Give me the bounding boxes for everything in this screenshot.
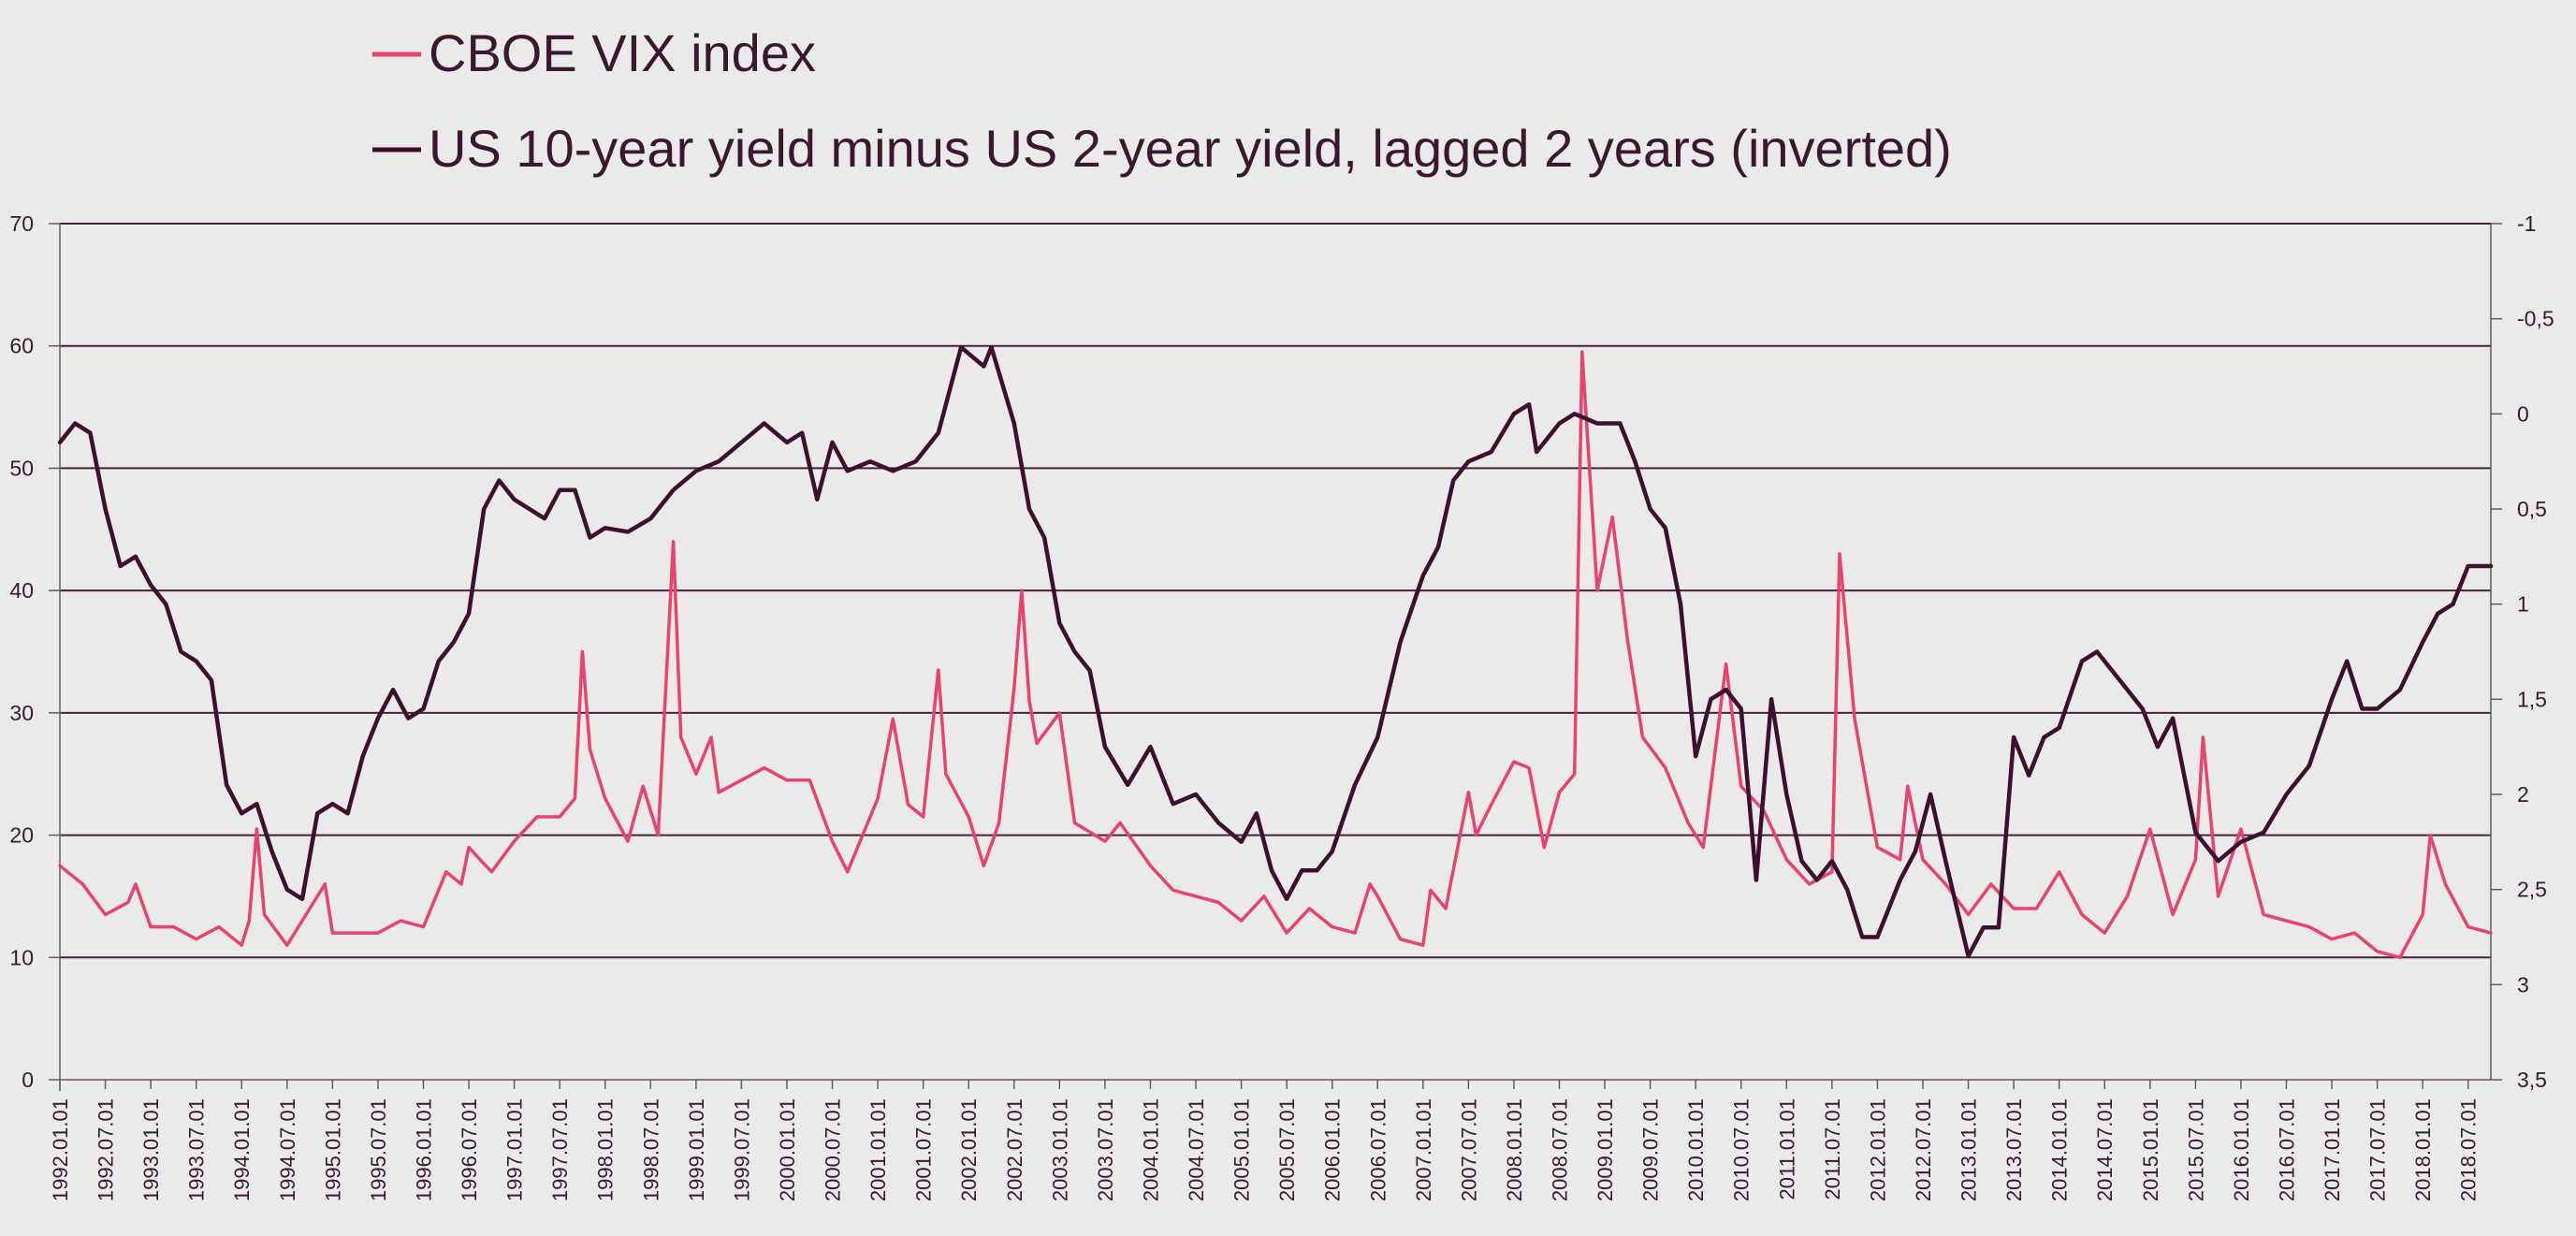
x-axis-tick-label: 1997.07.01 xyxy=(548,1098,572,1201)
x-axis-tick-label: 2015.01.01 xyxy=(2139,1098,2162,1201)
right-axis-tick-label: 3,5 xyxy=(2517,1068,2547,1092)
x-axis-tick-label: 2000.07.01 xyxy=(822,1098,845,1201)
x-axis-tick-label: 2011.07.01 xyxy=(1821,1098,1844,1200)
x-axis-tick-label: 2005.01.01 xyxy=(1230,1098,1254,1201)
x-axis-tick-label: 2009.01.01 xyxy=(1594,1098,1617,1201)
right-axis-tick-label: 0 xyxy=(2517,401,2529,426)
right-axis-tick-label: 1,5 xyxy=(2517,687,2547,711)
x-axis-tick-label: 1998.01.01 xyxy=(594,1098,618,1201)
series-line-vix xyxy=(58,350,2493,960)
left-axis-tick-label: 40 xyxy=(9,578,34,603)
x-axis-tick-label: 2002.07.01 xyxy=(1003,1098,1026,1201)
x-axis-tick-label: 2003.07.01 xyxy=(1094,1098,1117,1201)
left-axis-tick-label: 20 xyxy=(9,823,34,848)
x-axis-tick-label: 2014.01.01 xyxy=(2048,1098,2072,1201)
x-axis-tick-label: 2016.07.01 xyxy=(2275,1098,2298,1201)
x-axis-tick-label: 2005.07.01 xyxy=(1275,1098,1299,1201)
x-axis-tick-label: 2004.07.01 xyxy=(1185,1098,1208,1201)
series-line-yield-spread xyxy=(57,344,2494,959)
x-axis-tick-label: 1995.07.01 xyxy=(367,1098,390,1201)
x-axis-tick-label: 2001.07.01 xyxy=(912,1098,936,1201)
x-axis-tick-label: 2000.01.01 xyxy=(776,1098,799,1201)
legend-label: US 10-year yield minus US 2-year yield, … xyxy=(429,119,1952,178)
x-axis-tick-label: 2015.07.01 xyxy=(2184,1098,2207,1201)
left-axis-tick-label: 70 xyxy=(9,211,34,236)
x-axis-tick-label: 1999.07.01 xyxy=(730,1098,753,1201)
x-axis-tick-label: 1995.01.01 xyxy=(321,1098,344,1201)
right-axis-tick-label: 3 xyxy=(2517,972,2529,996)
right-axis-tick-label: 0,5 xyxy=(2517,497,2547,521)
x-axis-tick-label: 1993.01.01 xyxy=(139,1098,163,1201)
x-axis-tick-label: 1999.01.01 xyxy=(685,1098,708,1201)
x-axis-tick-label: 2013.07.01 xyxy=(2002,1098,2026,1201)
x-axis-tick-label: 1998.07.01 xyxy=(639,1098,662,1201)
x-axis-tick-label: 1994.01.01 xyxy=(230,1098,254,1201)
left-axis-tick-label: 50 xyxy=(9,456,34,480)
axes: 0 10 20 30 40 50 60 70 -1 -0,5 0 0,5 1 1,5 2 2,5 3 3,5 199… xyxy=(9,211,2554,1201)
right-axis-tick-label: 1 xyxy=(2517,592,2529,617)
right-axis-tick-label: 2 xyxy=(2517,782,2529,807)
x-axis-tick-label: 2006.01.01 xyxy=(1321,1098,1345,1201)
x-axis-tick-label: 2001.01.01 xyxy=(866,1098,890,1201)
x-axis-tick-label: 1993.07.01 xyxy=(185,1098,209,1201)
x-axis-tick-label: 2010.07.01 xyxy=(1730,1098,1754,1201)
x-axis-tick-label: 2007.07.01 xyxy=(1457,1098,1480,1201)
x-axis-tick-label: 2018.07.01 xyxy=(2457,1098,2481,1201)
x-axis-tick-label: 2006.07.01 xyxy=(1366,1098,1390,1201)
x-axis-tick-label: 2014.07.01 xyxy=(2093,1098,2117,1201)
x-axis-tick-label: 2007.01.01 xyxy=(1412,1098,1435,1201)
right-axis-tick-label: 2,5 xyxy=(2517,878,2547,902)
x-axis-tick-label: 2017.07.01 xyxy=(2366,1098,2390,1201)
right-axis-tick-label: -0,5 xyxy=(2517,307,2554,331)
x-axis-tick-label: 1996.07.01 xyxy=(458,1098,481,1201)
x-axis-tick-label: 2012.01.01 xyxy=(1866,1098,1889,1201)
x-axis-tick-label: 1992.01.01 xyxy=(49,1098,72,1201)
x-axis-tick-label: 1992.07.01 xyxy=(95,1098,118,1201)
right-axis-tick-label: -1 xyxy=(2517,211,2536,236)
x-axis-tick-label: 1996.01.01 xyxy=(412,1098,435,1201)
left-axis-tick-label: 0 xyxy=(22,1068,34,1092)
x-axis-tick-label: 2008.07.01 xyxy=(1549,1098,1572,1201)
x-axis-tick-label: 2004.01.01 xyxy=(1139,1098,1162,1201)
gridlines xyxy=(60,223,2491,1081)
x-axis-tick-label: 2003.01.01 xyxy=(1048,1098,1071,1201)
left-axis-tick-label: 30 xyxy=(9,701,34,725)
x-axis-tick-label: 2008.01.01 xyxy=(1503,1098,1526,1201)
x-axis-tick-label: 2012.07.01 xyxy=(1912,1098,1935,1201)
x-axis-tick-label: 2002.01.01 xyxy=(957,1098,981,1201)
x-axis-tick-label: 2016.01.01 xyxy=(2230,1098,2253,1201)
series-layer xyxy=(57,344,2494,960)
x-axis-tick-label: 2017.01.01 xyxy=(2321,1098,2344,1201)
x-axis-tick-label: 2013.01.01 xyxy=(1957,1098,1981,1201)
x-axis-tick-label: 2009.07.01 xyxy=(1639,1098,1663,1201)
x-axis-tick-label: 2011.01.01 xyxy=(1775,1098,1798,1200)
legend: CBOE VIX index US 10-year yield minus US … xyxy=(372,23,1952,178)
x-axis-tick-label: 1997.01.01 xyxy=(503,1098,527,1201)
left-axis-tick-label: 10 xyxy=(9,945,34,969)
x-axis-tick-label: 1994.07.01 xyxy=(276,1098,299,1201)
x-axis-tick-label: 2010.01.01 xyxy=(1684,1098,1708,1201)
x-axis-tick-label: 2018.01.01 xyxy=(2411,1098,2435,1201)
left-axis-tick-label: 60 xyxy=(9,334,34,358)
legend-label: CBOE VIX index xyxy=(429,23,816,82)
